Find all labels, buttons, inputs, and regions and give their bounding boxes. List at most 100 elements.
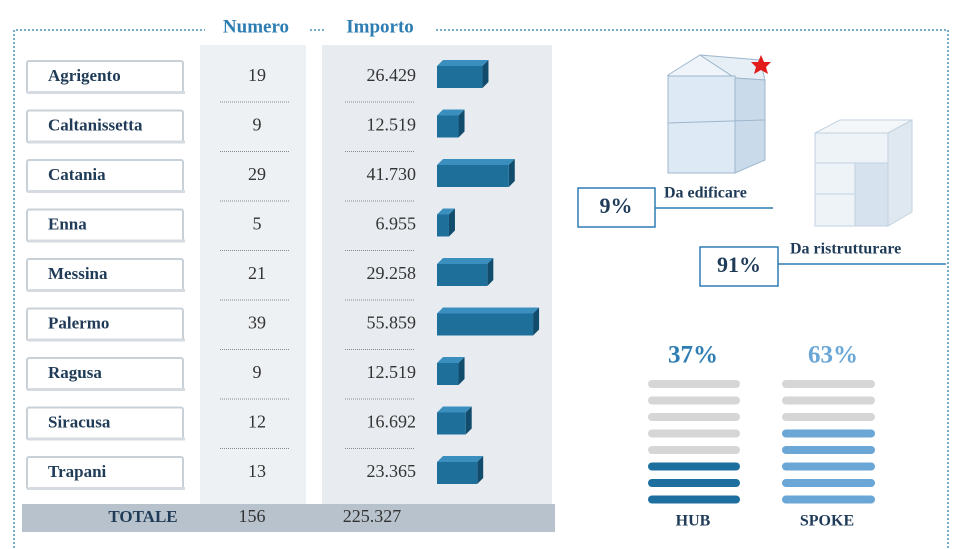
hub-stripe [648, 429, 740, 438]
percent-box [699, 246, 779, 287]
bar-side [465, 406, 472, 435]
percent-box [577, 187, 656, 228]
bar-top [437, 60, 489, 66]
bar [437, 363, 459, 385]
spoke-label: SPOKE [800, 513, 854, 530]
frame-left [13, 29, 205, 548]
bar [437, 313, 534, 336]
button-shadow [29, 239, 185, 243]
numero-value: 13 [248, 461, 266, 481]
spoke-stripe [782, 380, 875, 388]
bar [437, 165, 509, 187]
hub-stripe [648, 495, 740, 504]
spoke-stripe [782, 413, 875, 421]
bar [437, 115, 459, 138]
cube-new [667, 54, 766, 174]
star [751, 55, 771, 74]
spoke-percent: 63% [808, 342, 858, 369]
bar [437, 66, 483, 88]
province-name: Caltanissetta [48, 115, 143, 134]
importo-value: 12.519 [367, 362, 417, 382]
bar [437, 264, 488, 286]
hub-stripe [648, 479, 740, 487]
spoke-stripe [782, 462, 875, 471]
hub-stripe [648, 396, 740, 405]
cube-line [667, 119, 766, 124]
importo-value: 12.519 [367, 115, 417, 135]
hub-label: HUB [676, 513, 711, 530]
total-importo: 225.327 [343, 506, 402, 526]
bar-top [437, 456, 484, 462]
bar-top [437, 159, 515, 165]
bar [437, 462, 478, 484]
percent-new: 9% [600, 193, 633, 218]
hub-stripe [648, 462, 740, 471]
bar-side [533, 307, 540, 336]
province-name: Catania [48, 165, 106, 184]
importo-value: 29.258 [367, 263, 417, 283]
bar-side [458, 109, 465, 138]
numero-column [200, 45, 306, 505]
bar-top [437, 357, 465, 363]
bar-top [437, 307, 540, 314]
stripes [648, 380, 875, 504]
importo-value: 23.365 [367, 461, 417, 481]
importo-value: 6.955 [376, 214, 417, 234]
bar-side [458, 357, 465, 385]
cube-renovate [814, 119, 913, 227]
numero-value: 19 [248, 65, 266, 85]
button-shadow [29, 289, 185, 292]
numero-value: 12 [248, 412, 266, 432]
bar-side [482, 60, 489, 88]
bar-top [437, 406, 472, 413]
button-shadow [29, 388, 185, 391]
total-numero: 156 [239, 506, 266, 526]
numero-value: 9 [253, 362, 262, 382]
spoke-stripe [782, 446, 875, 454]
importo-value: 55.859 [367, 313, 417, 333]
total-label: TOTALE [108, 507, 177, 526]
button-shadow [29, 140, 185, 144]
hub-stripe [648, 446, 740, 454]
importo-value: 16.692 [367, 412, 417, 432]
label-new: Da edificare [664, 185, 747, 202]
rows: Agrigento 19 26.429 Caltanissetta 9 12.519 Cat… [26, 60, 540, 490]
province-name: Palermo [48, 313, 109, 332]
numero-value: 9 [253, 115, 262, 135]
hub-percent: 37% [668, 342, 718, 369]
button-shadow [29, 190, 185, 193]
province-name: Trapani [48, 462, 107, 481]
button-shadow [29, 437, 185, 441]
bar-top [437, 208, 455, 215]
bar [437, 214, 449, 237]
cube2-block [854, 162, 889, 227]
button-shadow [29, 487, 185, 490]
numero-value: 5 [253, 214, 262, 234]
province-name: Agrigento [48, 66, 121, 85]
cube-side [734, 77, 766, 174]
total-band [22, 504, 555, 532]
importo-value: 26.429 [367, 65, 417, 85]
percent-renovate: 91% [717, 252, 761, 277]
bar-side [508, 159, 515, 187]
hub-stripe [648, 380, 740, 388]
province-name: Ragusa [48, 363, 102, 382]
spoke-stripe [782, 495, 875, 504]
bar-side [448, 208, 455, 237]
spoke-stripe [782, 479, 875, 487]
bar [437, 412, 466, 435]
numero-value: 21 [248, 263, 266, 283]
province-name: Messina [48, 264, 108, 283]
numero-value: 29 [248, 164, 266, 184]
button-shadow [29, 338, 185, 342]
spoke-stripe [782, 396, 875, 405]
numero-value: 39 [248, 313, 266, 333]
bar-side [477, 456, 484, 484]
hub-stripe [648, 413, 740, 421]
bar-side [487, 258, 494, 286]
spoke-stripe [782, 429, 875, 438]
province-name: Siracusa [48, 412, 111, 431]
bar-top [437, 109, 465, 116]
bar-top [437, 258, 494, 264]
